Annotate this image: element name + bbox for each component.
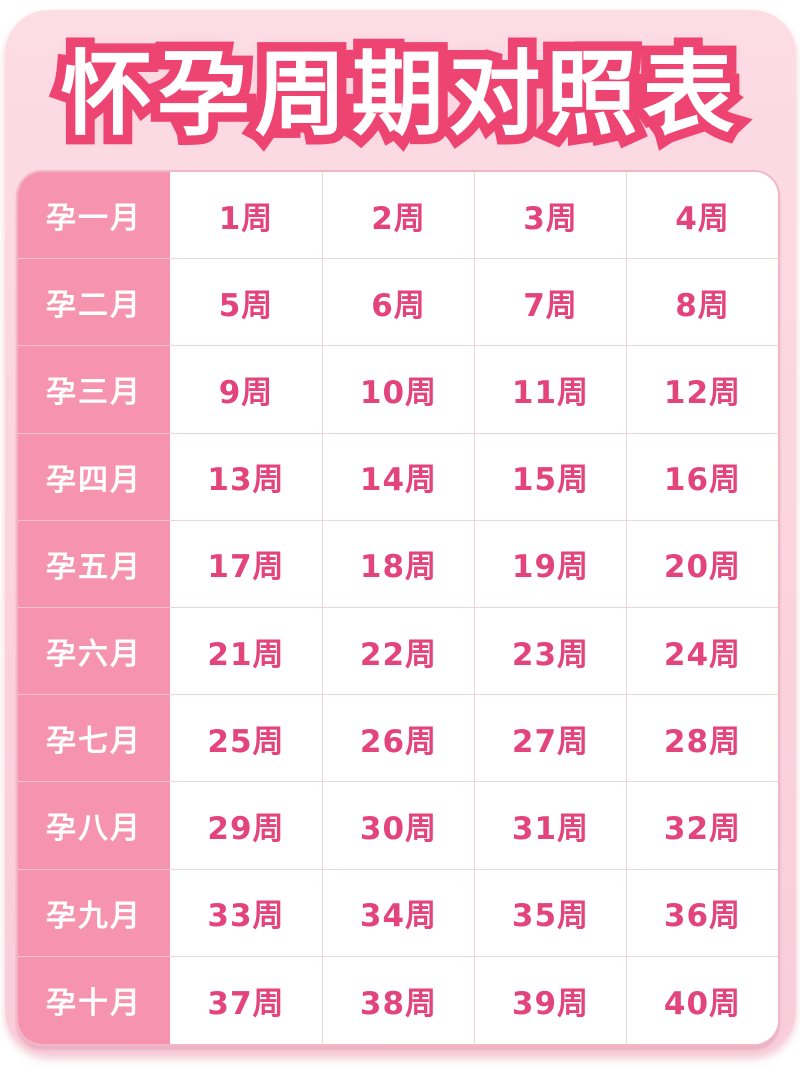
week-cell: 21周	[170, 607, 322, 696]
month-label-cell: 孕五月	[18, 520, 170, 608]
table-row: 孕五月 17周 18周 19周 20周	[18, 520, 778, 608]
week-cell: 12周	[626, 346, 778, 434]
week-cell: 36周	[626, 869, 778, 957]
week-cell: 15周	[474, 433, 626, 521]
table-row: 孕二月 5周 6周 7周 8周	[18, 259, 778, 347]
week-cell: 30周	[322, 782, 474, 870]
month-label-cell: 孕一月	[18, 172, 170, 260]
week-cell: 22周	[322, 607, 474, 696]
page-title-outline: 怀孕周期对照表	[51, 32, 744, 158]
week-cell: 19周	[474, 520, 626, 608]
week-cell: 24周	[626, 607, 778, 696]
table-row: 孕七月 25周 26周 27周 28周	[18, 695, 778, 783]
week-cell: 29周	[170, 782, 322, 870]
week-cell: 4周	[626, 172, 778, 260]
week-cell: 18周	[322, 520, 474, 608]
week-cell: 14周	[322, 433, 474, 521]
week-cell: 28周	[626, 695, 778, 783]
table-row: 孕八月 29周 30周 31周 32周	[18, 782, 778, 870]
week-cell: 39周	[474, 956, 626, 1044]
week-cell: 7周	[474, 259, 626, 347]
week-cell: 38周	[322, 956, 474, 1044]
month-label-cell: 孕六月	[18, 607, 170, 696]
week-cell: 26周	[322, 695, 474, 783]
table-row: 孕四月 13周 14周 15周 16周	[18, 433, 778, 521]
page-title: 怀孕周期对照表 怀孕周期对照表	[0, 32, 800, 158]
week-cell: 40周	[626, 956, 778, 1044]
week-cell: 25周	[170, 695, 322, 783]
week-cell: 32周	[626, 782, 778, 870]
table-row: 孕六月 21周 22周 23周 24周	[18, 607, 778, 696]
month-label-cell: 孕四月	[18, 433, 170, 521]
week-cell: 33周	[170, 869, 322, 957]
week-cell: 20周	[626, 520, 778, 608]
week-cell: 1周	[170, 172, 322, 260]
table-row: 孕九月 33周 34周 35周 36周	[18, 869, 778, 957]
week-cell: 27周	[474, 695, 626, 783]
week-cell: 17周	[170, 520, 322, 608]
week-cell: 37周	[170, 956, 322, 1044]
week-cell: 34周	[322, 869, 474, 957]
month-label-cell: 孕九月	[18, 869, 170, 957]
month-label-cell: 孕七月	[18, 695, 170, 783]
month-label-cell: 孕三月	[18, 346, 170, 434]
table-row: 孕十月 37周 38周 39周 40周	[18, 956, 778, 1044]
table-row: 孕一月 1周 2周 3周 4周	[18, 172, 778, 260]
week-cell: 13周	[170, 433, 322, 521]
week-cell: 23周	[474, 607, 626, 696]
week-cell: 3周	[474, 172, 626, 260]
week-cell: 31周	[474, 782, 626, 870]
pregnancy-weeks-table: 孕一月 1周 2周 3周 4周 孕二月 5周 6周 7周 8周 孕三月 9周 1…	[16, 170, 780, 1046]
week-cell: 9周	[170, 346, 322, 434]
week-cell: 6周	[322, 259, 474, 347]
table-row: 孕三月 9周 10周 11周 12周	[18, 346, 778, 434]
week-cell: 8周	[626, 259, 778, 347]
week-cell: 16周	[626, 433, 778, 521]
week-cell: 5周	[170, 259, 322, 347]
month-label-cell: 孕八月	[18, 782, 170, 870]
week-cell: 35周	[474, 869, 626, 957]
month-label-cell: 孕十月	[18, 956, 170, 1044]
page-title-text: 怀孕周期对照表	[60, 41, 740, 148]
week-cell: 2周	[322, 172, 474, 260]
week-cell: 11周	[474, 346, 626, 434]
month-label-cell: 孕二月	[18, 259, 170, 347]
week-cell: 10周	[322, 346, 474, 434]
